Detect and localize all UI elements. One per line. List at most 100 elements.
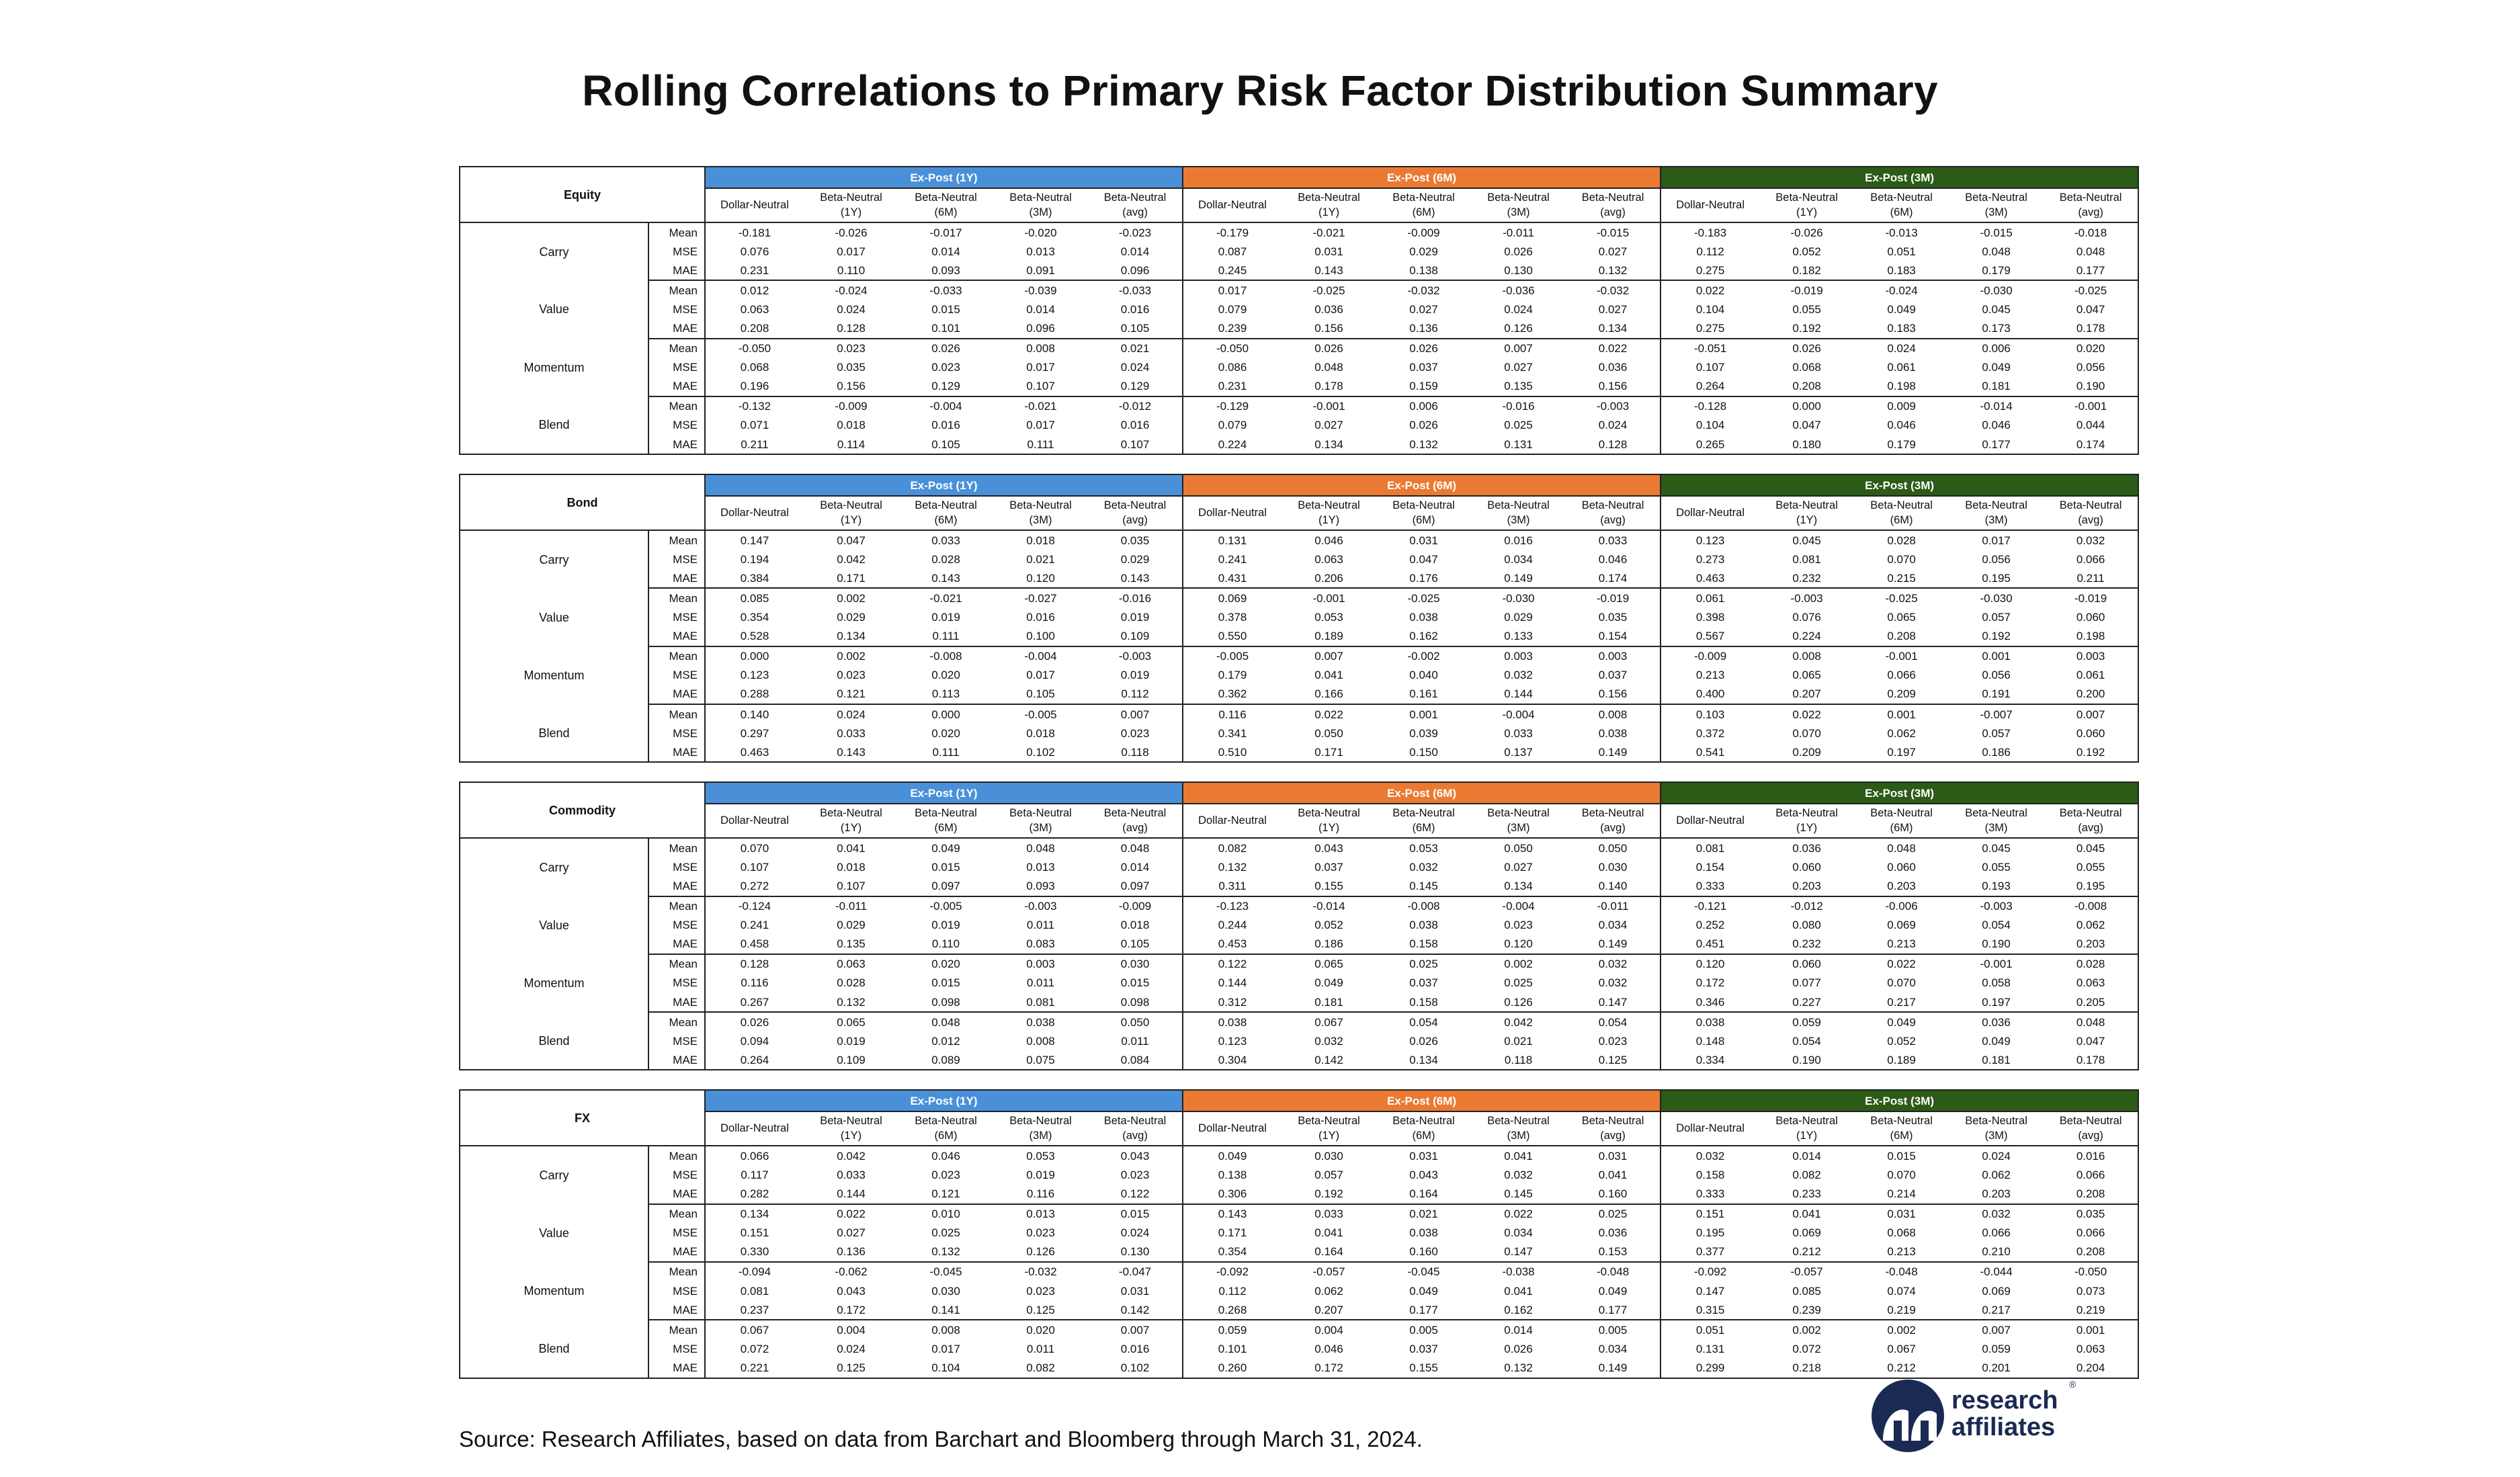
value-cell: 0.050 xyxy=(1120,1015,1150,1029)
value-cell: 0.024 xyxy=(1504,302,1533,316)
value-cell: 0.015 xyxy=(1887,1149,1916,1163)
value-cell: 0.239 xyxy=(1182,319,1282,339)
asset-label: Equity xyxy=(460,167,706,223)
value-cell: 0.143 xyxy=(1282,261,1377,282)
value-cell: 0.024 xyxy=(1982,1149,2011,1163)
value-cell: 0.021 xyxy=(1504,1034,1533,1048)
value-cell: -0.026 xyxy=(1790,226,1823,239)
value-cell: 0.159 xyxy=(1376,376,1472,397)
value-cell: 0.041 xyxy=(1792,1208,1821,1221)
group-header: Ex-Post (3M) xyxy=(1660,1090,2139,1113)
value-cell: -0.179 xyxy=(1182,222,1282,243)
value-cell: 0.062 xyxy=(1982,1169,2011,1182)
factor-label: Carry xyxy=(460,530,649,589)
value-cell: 0.048 xyxy=(1887,841,1916,855)
value-cell: 0.231 xyxy=(704,261,804,282)
value-cell: 0.195 xyxy=(2044,876,2139,897)
value-cell: -0.050 xyxy=(704,338,804,358)
metric-label: MAE xyxy=(648,1050,706,1071)
value-cell: 0.054 xyxy=(1409,1015,1438,1029)
value-cell: 0.181 xyxy=(1949,1050,2044,1071)
value-cell: 0.052 xyxy=(1314,919,1343,932)
metric-label: MAE xyxy=(648,876,706,897)
value-cell: 0.192 xyxy=(1282,1184,1377,1205)
column-header-line: (avg) xyxy=(1122,821,1148,834)
value-cell: -0.011 xyxy=(1597,900,1629,913)
value-cell: 0.116 xyxy=(993,1184,1089,1205)
value-cell: 0.398 xyxy=(1660,607,1760,627)
value-cell: 0.191 xyxy=(1949,684,2044,705)
metric-label: MAE xyxy=(648,743,706,763)
column-header-line: Beta-Neutral xyxy=(1775,1115,1838,1128)
value-cell: 0.062 xyxy=(1887,726,1916,740)
column-header-line: Beta-Neutral xyxy=(820,1115,882,1128)
value-cell: 0.096 xyxy=(1088,261,1183,282)
value-cell: -0.003 xyxy=(1980,900,2013,913)
value-cell: -0.032 xyxy=(1407,284,1440,297)
column-header: Beta-Neutral (3M) xyxy=(1471,804,1566,839)
metric-label: MAE xyxy=(648,376,706,397)
table-row: MSE 0.117 0.033 0.023 0.019 0.023 0.138 0.057 0.… xyxy=(460,1165,2138,1185)
value-cell: 0.066 xyxy=(2076,1169,2105,1182)
column-header-line: Dollar-Neutral xyxy=(720,198,789,211)
value-cell: -0.018 xyxy=(2074,226,2107,239)
value-cell: 0.037 xyxy=(1314,860,1343,874)
value-cell: 0.031 xyxy=(1887,1208,1916,1221)
value-cell: 0.007 xyxy=(1120,1323,1150,1337)
column-header: Beta-Neutral (3M) xyxy=(993,1111,1089,1147)
value-cell: 0.245 xyxy=(1182,261,1282,282)
value-cell: 0.144 xyxy=(1471,684,1566,705)
value-cell: 0.023 xyxy=(1120,1169,1150,1182)
value-cell: -0.011 xyxy=(835,900,867,913)
value-cell: 0.192 xyxy=(2044,743,2139,763)
value-cell: 0.299 xyxy=(1660,1358,1760,1379)
value-cell: -0.045 xyxy=(929,1265,962,1279)
table-row: MAE 0.463 0.143 0.111 0.102 0.118 0.510 0.171 0.… xyxy=(460,743,2139,763)
metric-label: MAE xyxy=(648,261,706,282)
value-cell: 0.056 xyxy=(1982,669,2011,682)
value-cell: 0.028 xyxy=(837,976,866,990)
column-header-line: (3M) xyxy=(1507,1129,1530,1142)
table-row: Momentum Mean 0.128 0.063 0.020 0.003 0.030 0.1… xyxy=(460,954,2138,1013)
column-header-line: (1Y) xyxy=(840,821,862,834)
value-cell: 0.132 xyxy=(804,993,898,1013)
value-cell: 0.036 xyxy=(1314,302,1343,316)
column-header: Beta-Neutral (avg) xyxy=(2044,188,2139,223)
value-cell: 0.017 xyxy=(931,1342,960,1355)
source-note: Source: Research Affiliates, based on da… xyxy=(459,1427,1423,1451)
metric-label: MSE xyxy=(648,242,706,261)
column-header-line: Beta-Neutral xyxy=(1298,807,1360,820)
column-header-line: Beta-Neutral xyxy=(1581,192,1644,204)
value-cell: 0.107 xyxy=(1088,435,1183,456)
column-header-line: Beta-Neutral xyxy=(1298,192,1360,204)
value-cell: 0.166 xyxy=(1282,684,1377,705)
value-cell: 0.135 xyxy=(1471,376,1566,397)
column-header: Beta-Neutral (avg) xyxy=(1088,496,1183,532)
value-cell: 0.048 xyxy=(1026,841,1055,855)
value-cell: 0.048 xyxy=(1120,841,1150,855)
group-header: Ex-Post (1Y) xyxy=(704,474,1183,497)
value-cell: 0.094 xyxy=(704,1031,804,1051)
value-cell: -0.033 xyxy=(1118,284,1152,297)
value-cell: 0.010 xyxy=(931,1208,960,1221)
value-cell: 0.027 xyxy=(1314,419,1343,432)
column-header: Beta-Neutral (6M) xyxy=(898,804,993,839)
value-cell: 0.128 xyxy=(804,319,899,339)
value-cell: 0.149 xyxy=(1566,934,1661,955)
value-cell: 0.102 xyxy=(993,743,1089,763)
value-cell: 0.069 xyxy=(1182,588,1282,608)
value-cell: 0.076 xyxy=(704,242,804,261)
column-header: Beta-Neutral (3M) xyxy=(1471,496,1566,532)
value-cell: -0.024 xyxy=(835,284,868,297)
value-cell: 0.053 xyxy=(1314,611,1343,624)
column-header: Dollar-Neutral xyxy=(1182,804,1282,839)
column-header-line: Dollar-Neutral xyxy=(1198,814,1267,827)
value-cell: 0.035 xyxy=(2076,1208,2105,1221)
value-cell: -0.001 xyxy=(1980,958,2013,971)
value-cell: 0.049 xyxy=(1887,302,1916,316)
value-cell: 0.213 xyxy=(1854,1242,1949,1263)
value-cell: 0.032 xyxy=(2076,534,2105,547)
factor-label: Blend xyxy=(460,704,649,763)
group-header: Ex-Post (3M) xyxy=(1660,782,2139,805)
table-row: MAE 0.288 0.121 0.113 0.105 0.112 0.362 0.166 0.… xyxy=(460,684,2139,705)
